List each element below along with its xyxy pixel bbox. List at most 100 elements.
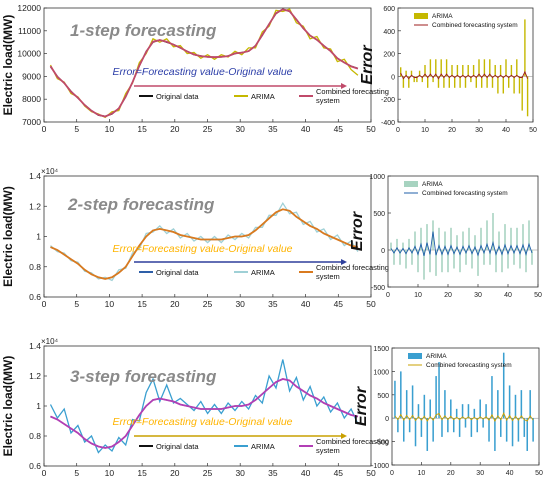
error-bar	[467, 65, 469, 77]
error-bar	[420, 227, 422, 250]
x-tick-label: 20	[447, 470, 455, 477]
x-tick-label: 45	[334, 124, 344, 134]
error-bar	[462, 231, 464, 250]
error-bar	[397, 418, 399, 433]
error-bar	[402, 76, 405, 88]
y-tick-label: 0.8	[29, 431, 41, 441]
error-bar	[476, 418, 479, 433]
annotation-text: Error=Forecasting value-Original value	[112, 243, 292, 255]
series-line-combined-forecasting-system	[49, 8, 359, 118]
x-tick-label: 0	[42, 468, 47, 478]
error-bar	[429, 59, 432, 77]
chart-title: 3-step forecasting	[70, 367, 217, 386]
error-bar	[426, 76, 429, 88]
error-chart-2: 0 10 20 30 40 50 -400 -200 0 200 400 600 Error ARIMA C…	[359, 6, 537, 134]
error-bar	[459, 76, 461, 88]
error-bar	[491, 376, 493, 419]
legend-label: Original data	[156, 268, 199, 277]
y-tick-label: 1	[36, 232, 41, 242]
error-bar	[447, 250, 449, 273]
x-tick-label: 35	[268, 468, 278, 478]
series-line-combined-forecasting-system	[50, 378, 359, 449]
load-chart-5: 0 5 10 15 20 25 30 35 40 45 50 0.6 0.8 1 1.2 1.4 Electri…	[1, 337, 389, 478]
error-bar	[399, 67, 402, 77]
y-tick-label: -500	[375, 440, 389, 447]
error-bar	[470, 76, 472, 83]
y-tick-label: -1000	[371, 463, 389, 470]
legend-label: system	[316, 96, 340, 105]
error-bar	[500, 418, 502, 437]
error-bar	[473, 408, 476, 419]
x-tick-label: 50	[366, 468, 376, 478]
x-tick-label: 40	[301, 124, 311, 134]
y-axis-label: Error	[359, 45, 376, 85]
x-tick-label: 50	[534, 292, 542, 299]
x-tick-label: 35	[268, 124, 278, 134]
error-bar	[421, 76, 424, 83]
error-bar	[411, 250, 413, 265]
y-tick-label: 0.6	[29, 461, 41, 471]
error-bar	[418, 70, 421, 77]
series-line-combined-forecasting-system	[50, 208, 359, 280]
error-bar	[489, 250, 491, 265]
error-bar	[486, 76, 488, 88]
error-bar	[438, 362, 440, 419]
legend-swatch	[404, 181, 418, 187]
error-line-combined	[390, 231, 533, 257]
error-bar	[424, 65, 426, 77]
error-bar	[444, 390, 446, 419]
x-tick-label: 0	[390, 470, 394, 477]
error-bar	[462, 65, 464, 77]
error-bar	[432, 76, 434, 83]
error-bar	[483, 250, 485, 265]
error-bar	[475, 76, 478, 88]
error-bar	[471, 250, 473, 269]
x-tick-label: 30	[475, 127, 483, 134]
error-bar	[452, 418, 455, 433]
error-bar	[480, 227, 482, 250]
plot-frame	[387, 175, 539, 288]
error-bar	[455, 408, 458, 419]
x-tick-label: 40	[506, 470, 514, 477]
y-tick-label: -200	[381, 97, 395, 104]
error-bar	[393, 250, 395, 265]
error-bar	[447, 418, 449, 433]
x-tick-label: 10	[105, 124, 115, 134]
error-bar	[456, 65, 459, 77]
error-bar	[417, 404, 420, 419]
error-bar	[390, 242, 392, 250]
x-tick-label: 30	[235, 124, 245, 134]
legend-label: Combined forecasting system	[426, 362, 512, 369]
error-bar	[396, 238, 398, 250]
x-tick-label: 20	[170, 299, 180, 309]
legend-label: ARIMA	[432, 13, 453, 20]
x-tick-label: 50	[366, 124, 376, 134]
legend-label: system	[316, 446, 340, 455]
error-bar	[507, 250, 509, 269]
legend-label: Combined forecasting system	[432, 22, 518, 29]
y-tick-label: 400	[383, 29, 395, 36]
x-tick-label: 50	[529, 127, 537, 134]
x-tick-label: 10	[105, 299, 115, 309]
error-bar	[502, 352, 505, 419]
x-tick-label: 10	[105, 468, 115, 478]
x-tick-label: 30	[235, 468, 245, 478]
error-bar	[440, 59, 442, 77]
y-tick-label: -500	[371, 285, 385, 292]
error-bar	[479, 399, 481, 419]
y-tick-label: 0	[381, 248, 385, 255]
x-tick-label: 5	[74, 124, 79, 134]
error-bar	[498, 231, 500, 250]
y-tick-label: 0	[391, 74, 395, 81]
error-bar	[444, 231, 446, 250]
error-bar	[426, 224, 428, 250]
y-tick-label: 7000	[22, 117, 41, 127]
error-bar	[477, 250, 479, 276]
error-bar	[453, 76, 456, 88]
error-bar	[523, 418, 526, 437]
annotation-text: Error=Forecasting value-Original value	[112, 416, 292, 428]
y-tick-label: 1.4	[29, 171, 41, 181]
error-bar	[489, 59, 491, 77]
error-bar	[464, 418, 467, 428]
